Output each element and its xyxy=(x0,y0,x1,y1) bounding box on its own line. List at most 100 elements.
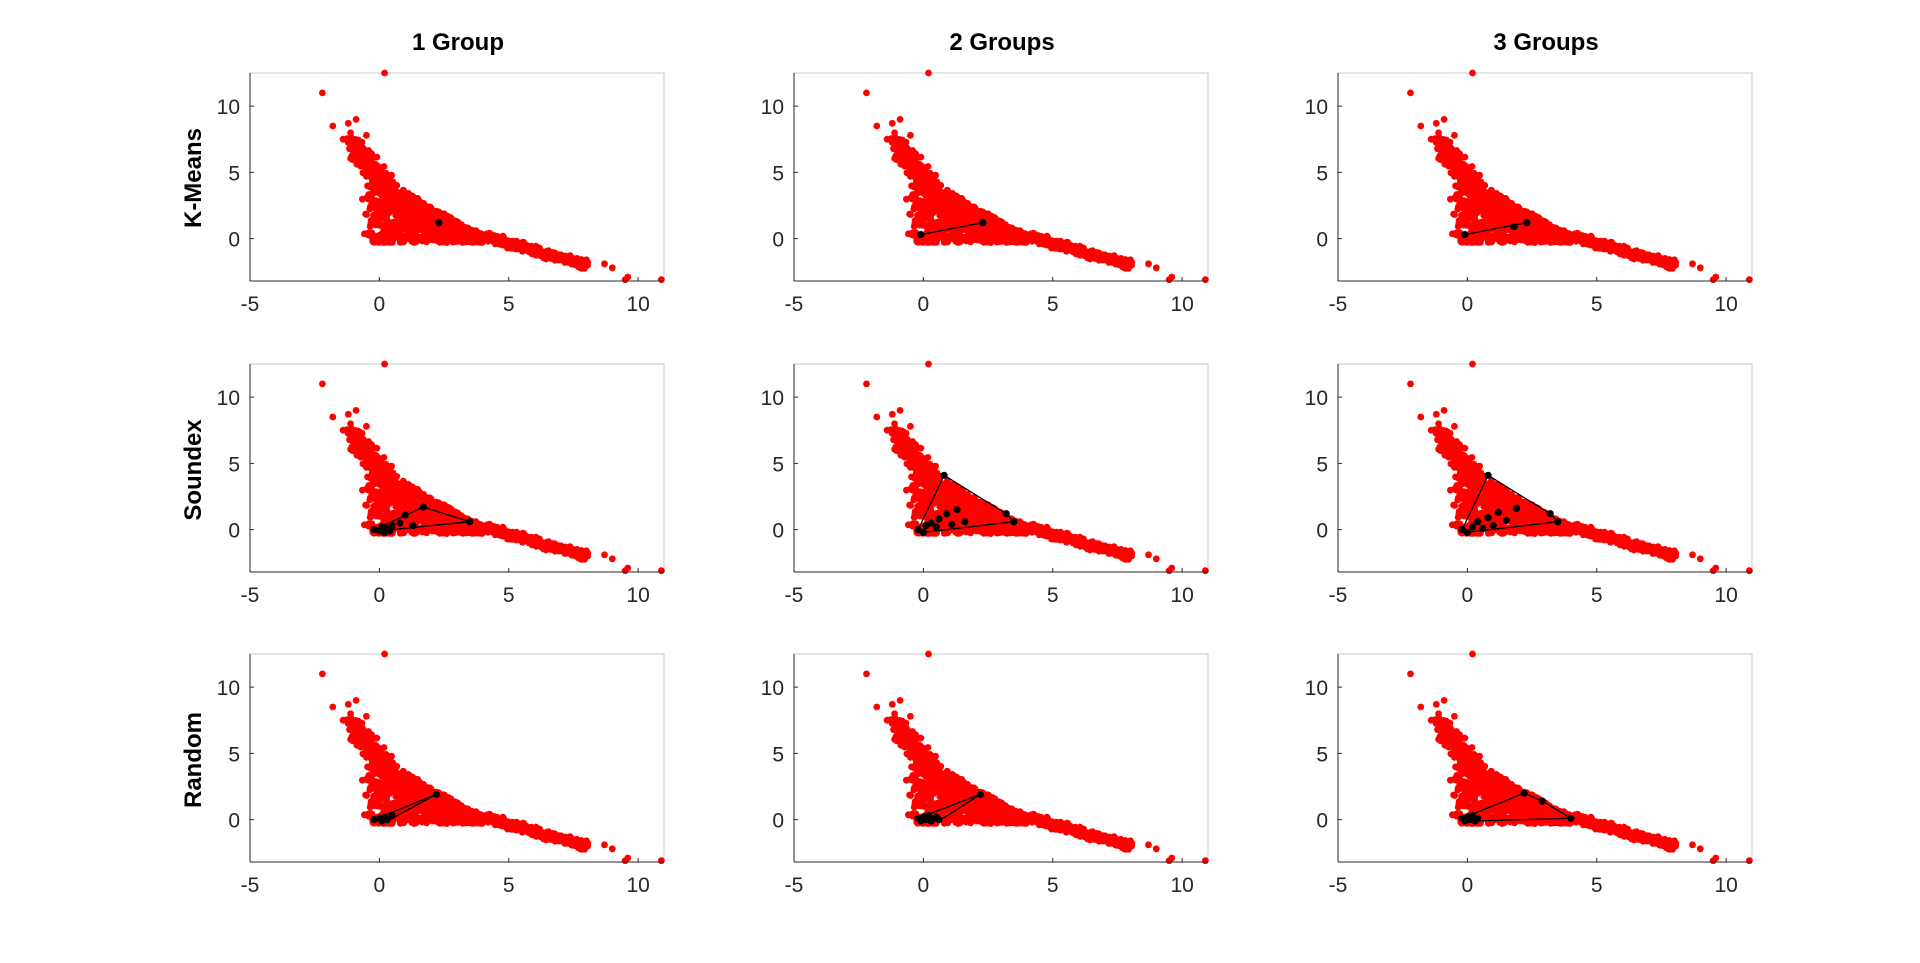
red-point xyxy=(441,238,449,246)
red-point xyxy=(930,236,938,244)
red-point xyxy=(408,199,415,207)
red-point xyxy=(394,226,402,234)
red-point xyxy=(1152,264,1160,272)
axes-box xyxy=(793,72,1209,282)
red-point xyxy=(1488,236,1496,244)
red-point xyxy=(1452,182,1459,190)
x-tick-label: -5 xyxy=(1329,293,1348,316)
selected-point xyxy=(435,219,443,227)
plot-area xyxy=(863,69,1209,284)
red-point xyxy=(1671,256,1678,264)
red-point xyxy=(458,237,466,244)
red-point xyxy=(373,153,381,161)
red-point-cloud xyxy=(863,69,1209,284)
y-tick-label: 10 xyxy=(1305,96,1328,119)
red-point xyxy=(1566,234,1574,242)
red-point xyxy=(418,224,425,232)
red-point xyxy=(530,249,538,256)
red-point xyxy=(1089,252,1097,259)
red-point xyxy=(495,235,503,243)
red-point xyxy=(863,89,870,97)
red-point xyxy=(919,181,926,189)
red-point xyxy=(1013,228,1021,236)
red-point xyxy=(1499,233,1506,241)
red-point xyxy=(1573,236,1581,244)
red-point xyxy=(1521,231,1529,239)
red-point xyxy=(385,182,393,190)
red-point xyxy=(1470,199,1477,207)
red-point xyxy=(382,199,389,207)
plot-area xyxy=(1407,69,1753,284)
red-point xyxy=(399,189,407,197)
y-tick-label: 0 xyxy=(1316,229,1328,252)
red-point xyxy=(906,210,913,218)
red-point xyxy=(959,218,966,226)
row-title-2: Soundex xyxy=(180,419,207,521)
column-title-3: 3 Groups xyxy=(1493,29,1598,56)
red-point xyxy=(1127,256,1134,264)
selected-points xyxy=(917,219,987,239)
red-point xyxy=(961,209,969,217)
red-point xyxy=(1494,209,1502,217)
red-point xyxy=(1669,262,1677,269)
red-point xyxy=(913,236,921,243)
red-point xyxy=(1513,228,1520,236)
red-point xyxy=(1052,241,1060,249)
red-point xyxy=(1432,119,1440,127)
row-title-1: K-Means xyxy=(180,128,207,228)
axes-box xyxy=(249,72,665,282)
red-point xyxy=(929,208,937,216)
red-point xyxy=(1451,131,1458,139)
red-point xyxy=(987,216,995,224)
red-point xyxy=(961,233,969,241)
red-point xyxy=(425,228,432,236)
red-point xyxy=(929,175,936,183)
red-point xyxy=(1080,244,1087,252)
red-point xyxy=(1618,249,1626,256)
red-point xyxy=(1509,204,1517,211)
x-tick-label: -5 xyxy=(785,293,804,316)
red-point xyxy=(435,214,442,221)
red-point xyxy=(1460,221,1468,229)
red-point xyxy=(1480,212,1488,219)
red-point xyxy=(1549,227,1557,235)
red-point xyxy=(1746,276,1753,284)
red-point xyxy=(570,255,577,262)
x-tick-label: 10 xyxy=(1170,293,1193,316)
red-point xyxy=(907,131,914,139)
red-point xyxy=(916,162,924,170)
x-tick-label: -5 xyxy=(241,293,260,316)
red-point xyxy=(386,236,394,244)
column-title-2: 2 Groups xyxy=(949,29,1054,56)
red-point xyxy=(918,197,926,205)
red-point xyxy=(388,194,396,202)
red-point xyxy=(1531,216,1539,224)
red-point xyxy=(1125,262,1133,269)
red-point xyxy=(381,224,388,232)
red-point xyxy=(536,244,543,252)
y-tick-label: 10 xyxy=(217,96,240,119)
red-point xyxy=(922,176,930,184)
red-point xyxy=(387,225,395,233)
red-point xyxy=(1022,234,1030,242)
red-point xyxy=(1529,238,1537,246)
red-point xyxy=(979,214,986,221)
red-point xyxy=(908,182,915,190)
red-point xyxy=(421,217,428,225)
red-point xyxy=(936,212,944,219)
red-point xyxy=(363,194,371,202)
red-point xyxy=(955,205,962,213)
y-tick-label: 5 xyxy=(228,162,240,185)
red-point xyxy=(450,235,458,243)
red-point xyxy=(344,119,352,127)
red-point xyxy=(898,159,906,167)
selected-point xyxy=(1461,231,1469,239)
red-point xyxy=(932,194,940,202)
red-point xyxy=(1466,176,1474,184)
red-point xyxy=(926,199,933,207)
red-point xyxy=(408,223,416,231)
red-point xyxy=(1427,135,1435,143)
y-tick-label: 10 xyxy=(761,96,784,119)
red-point xyxy=(944,236,952,244)
